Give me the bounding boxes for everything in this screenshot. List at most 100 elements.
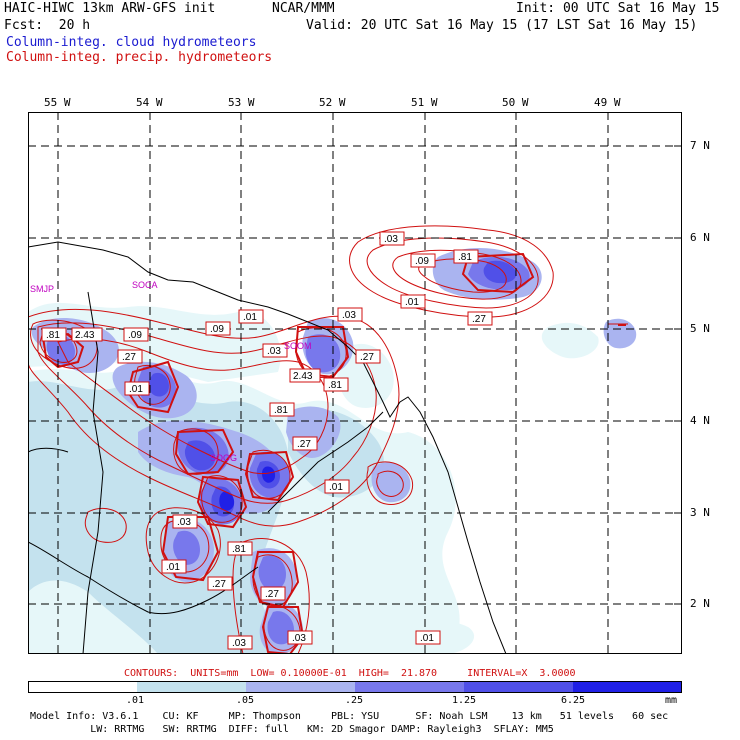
lon-label: 49 W (594, 96, 621, 109)
contour-label: .09 (205, 321, 231, 336)
svg-text:.81: .81 (458, 252, 472, 263)
precip-field-title: Column-integ. precip. hydrometeors (6, 50, 273, 65)
svg-text:.01: .01 (166, 562, 180, 573)
contour-label: .27 (207, 576, 233, 591)
contour-label: .01 (238, 309, 264, 324)
svg-text:.09: .09 (415, 256, 429, 267)
svg-text:.01: .01 (329, 482, 343, 493)
svg-text:.81: .81 (232, 544, 246, 555)
contour-label: .03 (287, 630, 313, 645)
contour-label: .27 (260, 586, 286, 601)
model-info-line2: LW: RRTMG SW: RRTMG DIFF: full KM: 2D Sm… (30, 724, 554, 735)
contour-label: .03 (379, 231, 405, 246)
svg-text:.01: .01 (129, 384, 143, 395)
svg-text:.27: .27 (122, 352, 136, 363)
lat-label: 2 N (690, 597, 710, 610)
contour-label: .03 (227, 635, 253, 650)
model-info-line1: Model Info: V3.6.1 CU: KF MP: Thompson P… (30, 711, 669, 722)
scale-box (28, 681, 137, 693)
valid-time: Valid: 20 UTC Sat 16 May 15 (17 LST Sat … (306, 18, 698, 33)
lat-label: 4 N (690, 414, 710, 427)
contour-label: .81 (323, 377, 349, 392)
svg-text:.03: .03 (177, 517, 191, 528)
lat-label: 6 N (690, 231, 710, 244)
contour-label: .81 (41, 327, 67, 342)
lat-label: 5 N (690, 322, 710, 335)
contour-label: .09 (410, 253, 436, 268)
svg-text:.27: .27 (265, 589, 279, 600)
svg-text:.09: .09 (128, 330, 142, 341)
color-scale-bar (28, 681, 682, 693)
svg-text:.03: .03 (342, 310, 356, 321)
cloud-field-title: Column-integ. cloud hydrometeors (6, 35, 257, 50)
station-label: SOCA (132, 280, 158, 290)
contour-label: .27 (467, 311, 493, 326)
contour-label: .27 (292, 436, 318, 451)
contour-label: .01 (124, 381, 150, 396)
svg-text:.27: .27 (212, 579, 226, 590)
contour-label: .27 (117, 349, 143, 364)
svg-text:.03: .03 (292, 633, 306, 644)
lon-label: 55 W (44, 96, 71, 109)
svg-text:.81: .81 (46, 330, 60, 341)
contour-label: 2.43 (289, 368, 321, 383)
contour-label: .81 (269, 402, 295, 417)
svg-text:.01: .01 (243, 312, 257, 323)
svg-text:.01: .01 (420, 633, 434, 644)
contour-label: .81 (227, 541, 253, 556)
lat-label: 7 N (690, 139, 710, 152)
map-border (28, 112, 682, 654)
svg-text:.27: .27 (360, 352, 374, 363)
scale-box (137, 681, 246, 693)
contour-label: .09 (123, 327, 149, 342)
svg-text:.27: .27 (472, 314, 486, 325)
scale-box (246, 681, 355, 693)
station-label: SMJP (30, 284, 54, 294)
scale-tick: .01 (126, 695, 145, 706)
scale-tick: 6.25 (561, 695, 586, 706)
contour-label: .01 (161, 559, 187, 574)
svg-text:2.43: 2.43 (293, 371, 313, 382)
scale-tick: 1.25 (452, 695, 477, 706)
contour-label-layer: .03 .09 .81 .01 .27 .03 .81 2.43 .09 .09… (41, 231, 493, 650)
contour-label: .27 (355, 349, 381, 364)
svg-text:.81: .81 (328, 380, 342, 391)
lat-lon-grid (28, 112, 682, 654)
svg-text:.03: .03 (232, 638, 246, 649)
svg-text:.03: .03 (384, 234, 398, 245)
tick-marks (57, 112, 682, 605)
scale-box (464, 681, 573, 693)
station-label: SOOG (210, 453, 237, 463)
org-label: NCAR/MMM (272, 1, 335, 16)
lon-label: 54 W (136, 96, 163, 109)
contour-label: .81 (453, 249, 479, 264)
svg-text:.01: .01 (405, 297, 419, 308)
lon-label: 51 W (411, 96, 438, 109)
contour-label: .01 (415, 630, 441, 645)
lon-label: 50 W (502, 96, 529, 109)
contour-label: .03 (172, 514, 198, 529)
contour-label: 2.43 (71, 327, 103, 342)
svg-text:.81: .81 (274, 405, 288, 416)
lat-label: 3 N (690, 506, 710, 519)
scale-unit: mm (665, 695, 678, 706)
svg-text:.27: .27 (297, 439, 311, 450)
contour-label: .01 (400, 294, 426, 309)
svg-text:2.43: 2.43 (75, 330, 95, 341)
station-label: SOOM (284, 341, 312, 351)
lon-label: 52 W (319, 96, 346, 109)
scale-box (573, 681, 682, 693)
scale-box (355, 681, 464, 693)
contour-label: .03 (262, 343, 288, 358)
contour-info: CONTOURS: UNITS=mm LOW= 0.10000E-01 HIGH… (124, 668, 576, 679)
contour-label: .01 (324, 479, 350, 494)
init-time: Init: 00 UTC Sat 16 May 15 (516, 1, 720, 16)
model-title: HAIC-HIWC 13km ARW-GFS init (4, 1, 216, 16)
svg-text:.03: .03 (267, 346, 281, 357)
contour-label: .03 (337, 307, 363, 322)
scale-tick: .05 (236, 695, 255, 706)
forecast-hour: Fcst: 20 h (4, 18, 91, 33)
svg-text:.09: .09 (210, 324, 224, 335)
map-panel: .03 .09 .81 .01 .27 .03 .81 2.43 .09 .09… (28, 112, 682, 654)
scale-tick: .25 (345, 695, 364, 706)
